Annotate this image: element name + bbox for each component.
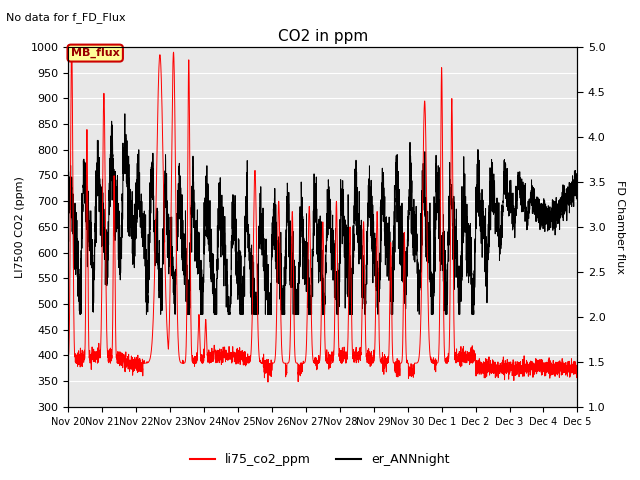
Legend: li75_co2_ppm, er_ANNnight: li75_co2_ppm, er_ANNnight [186, 448, 454, 471]
Title: CO2 in ppm: CO2 in ppm [278, 29, 368, 44]
Y-axis label: FD Chamber flux: FD Chamber flux [615, 180, 625, 274]
Text: MB_flux: MB_flux [71, 48, 120, 58]
Text: No data for f_FD_Flux: No data for f_FD_Flux [6, 12, 126, 23]
Y-axis label: LI7500 CO2 (ppm): LI7500 CO2 (ppm) [15, 176, 25, 278]
